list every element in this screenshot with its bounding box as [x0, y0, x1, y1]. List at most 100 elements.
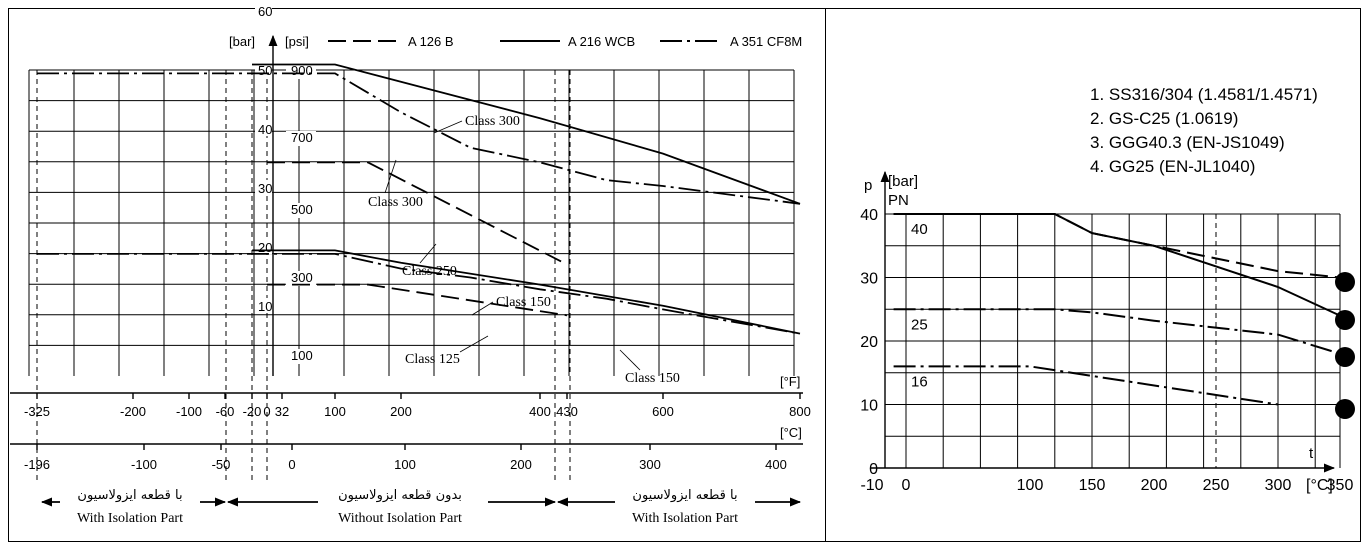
label-bg	[286, 131, 316, 146]
bar-tick: 30	[258, 181, 272, 196]
right-reference-dashes	[1091, 214, 1217, 468]
y-label-unit: [bar]	[888, 173, 918, 190]
right-panel-frame	[825, 8, 1361, 542]
bar-tick: 60	[258, 4, 272, 19]
c-tick: 400	[765, 457, 787, 472]
celsius-unit: [°C]	[780, 425, 802, 440]
bar-tick: 20	[258, 240, 272, 255]
series-line-0	[252, 63, 801, 205]
pn-label: 40	[911, 221, 928, 238]
series-markers: 1 2 3 4	[1335, 272, 1355, 419]
c-tick: 300	[639, 457, 661, 472]
left-grid	[28, 69, 795, 376]
curve-leader	[459, 335, 489, 353]
pn-labels: 40 25 16	[911, 221, 928, 390]
material-item: 2. GS-C25 (1.0619)	[1090, 109, 1238, 128]
f-tick: 400	[529, 404, 551, 419]
pressure-temperature-rating-chart: [bar] [psi] A 126 B A 216 WCB A 351 CF8M 6…	[8, 3, 826, 542]
series-line-3	[893, 308, 1341, 355]
series-line-2	[893, 213, 1341, 317]
series-marker	[1335, 310, 1355, 330]
right-series	[893, 213, 1341, 406]
x-unit: [°C]	[1306, 477, 1333, 494]
f-tick: 100	[324, 404, 346, 419]
curve-leader	[433, 120, 463, 134]
zone-label-bg	[615, 485, 755, 525]
f-tick: 0	[263, 404, 270, 419]
series-line-4	[37, 252, 801, 335]
zone-label-bg	[60, 485, 200, 525]
c-tick: 200	[510, 457, 532, 472]
zone-1-en: With Isolation Part	[77, 511, 183, 526]
curve-leader	[419, 243, 437, 264]
f-tick: 800	[789, 404, 811, 419]
fahrenheit-tick-labels: -325 -200 -100 -60 -20 0 32 100 200 400 430 600 800	[24, 393, 811, 419]
x-label-t: t	[1309, 445, 1314, 462]
c-tick: 0	[288, 457, 295, 472]
label-bg	[255, 298, 272, 313]
curve-label-class125: Class 125	[405, 352, 460, 367]
y-label-p: p	[864, 177, 872, 194]
x-tick: -10	[860, 477, 883, 494]
left-legend: A 126 B A 216 WCB A 351 CF8M	[328, 34, 802, 49]
psi-tick: 100	[291, 348, 313, 363]
x-tick: 150	[1079, 477, 1106, 494]
zone-2-fa: بدون قطعه ایزولاسیون	[338, 488, 462, 503]
series-line-3	[252, 249, 801, 335]
x-tick: 0	[902, 477, 911, 494]
x-tick: 250	[1203, 477, 1230, 494]
fahrenheit-unit: [°F]	[780, 374, 800, 389]
y-label-pn: PN	[888, 192, 909, 209]
material-item: 1. SS316/304 (1.4581/1.4571)	[1090, 85, 1318, 104]
y-tick: 0	[869, 461, 878, 478]
label-bg	[255, 121, 272, 136]
pn-label: 25	[911, 316, 928, 333]
x-tick: 300	[1265, 477, 1292, 494]
series-marker-label: 1	[1341, 274, 1349, 290]
curve-label-class150-cf8m: Class 150	[625, 371, 680, 386]
f-tick: 430	[556, 404, 578, 419]
series-marker	[1335, 272, 1355, 292]
curve-label-class300-wcb: Class 300	[465, 114, 520, 129]
isolation-zones: با قطعه ایزولاسیون With Isolation Part ب…	[40, 485, 802, 526]
psi-unit-label: [psi]	[285, 34, 309, 49]
series-line-1	[37, 72, 801, 205]
left-series	[37, 63, 801, 335]
label-bg	[286, 271, 316, 286]
c-tick: -50	[212, 457, 231, 472]
series-marker-label: 2	[1341, 312, 1349, 328]
y-tick: 30	[860, 271, 878, 288]
label-bg	[286, 64, 316, 79]
legend-label: A 351 CF8M	[730, 34, 802, 49]
material-item: 3. GGG40.3 (EN-JS1049)	[1090, 133, 1285, 152]
x-tick: 200	[1141, 477, 1168, 494]
c-tick: -196	[24, 457, 50, 472]
y-tick: 10	[860, 398, 878, 415]
series-line-4	[893, 365, 1279, 406]
zone-label-bg	[318, 485, 488, 525]
zone-2-en: Without Isolation Part	[338, 511, 462, 526]
material-list: 1. SS316/304 (1.4581/1.4571) 2. GS-C25 (1…	[1090, 85, 1318, 176]
curve-leader	[619, 349, 641, 371]
p-tick-labels: 0 10 20 30 40	[860, 207, 878, 478]
bar-tick: 40	[258, 122, 272, 137]
t-tick-labels: -10 0 100 150 200 250 300 350	[860, 477, 1353, 494]
series-marker-label: 3	[1341, 349, 1349, 365]
f-tick: 600	[652, 404, 674, 419]
label-bg	[286, 203, 316, 218]
bar-tick: 10	[258, 299, 272, 314]
c-tick: 100	[394, 457, 416, 472]
series-marker	[1335, 399, 1355, 419]
series-marker	[1335, 347, 1355, 367]
f-tick: 200	[390, 404, 412, 419]
y-tick: 40	[860, 207, 878, 224]
series-marker-label: 4	[1341, 401, 1349, 417]
curve-label-class300-cf8m: Class 300	[368, 195, 423, 210]
f-tick: -100	[176, 404, 202, 419]
label-bg	[255, 180, 272, 195]
label-bg	[255, 3, 272, 18]
legend-label: A 126 B	[408, 34, 454, 49]
